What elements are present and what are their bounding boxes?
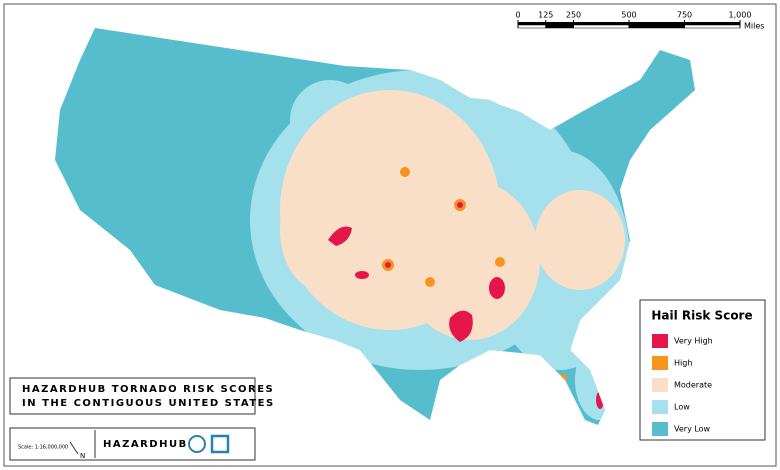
legend-label: Low bbox=[674, 403, 690, 412]
legend-label: Moderate bbox=[674, 381, 712, 390]
title-box bbox=[9, 377, 256, 415]
legend: Very High High Moderate Low Very Low bbox=[652, 334, 713, 436]
moderate-area bbox=[280, 90, 625, 340]
scale-label: 750 bbox=[677, 11, 692, 20]
scale-segment bbox=[628, 24, 685, 29]
scale-segment bbox=[684, 22, 740, 25]
scale-bar: 0 125 250 500 750 1,000 Miles bbox=[515, 11, 764, 31]
legend-swatch bbox=[652, 356, 668, 370]
legend-swatch bbox=[652, 422, 668, 436]
scale-label: 1,000 bbox=[729, 11, 752, 20]
scale-unit: Miles bbox=[744, 22, 764, 31]
scale-segment bbox=[573, 24, 630, 29]
scale-segment bbox=[684, 24, 741, 29]
legend-label: Very Low bbox=[674, 425, 711, 434]
legend-label: Very High bbox=[674, 337, 713, 346]
scale-segment bbox=[573, 22, 629, 25]
scale-label: 125 bbox=[538, 11, 553, 20]
brand-icon bbox=[188, 435, 206, 453]
scale-label: 250 bbox=[566, 11, 581, 20]
brand-logo bbox=[210, 434, 230, 454]
scale-segment bbox=[517, 24, 546, 29]
legend-label: High bbox=[674, 359, 692, 368]
legend-swatch bbox=[652, 378, 668, 392]
title-line: IN THE CONTIGUOUS UNITED STATES bbox=[22, 398, 275, 409]
very-high-area bbox=[328, 202, 604, 409]
scale-segment bbox=[629, 22, 685, 25]
scale-segment bbox=[545, 24, 574, 29]
legend-swatch bbox=[652, 400, 668, 414]
legend-title: Hail Risk Score bbox=[651, 309, 752, 323]
scale-text: Scale: 1:16,000,000 bbox=[18, 445, 68, 451]
title-line: HAZARDHUB TORNADO RISK SCORES bbox=[22, 384, 274, 395]
north-arrow bbox=[69, 441, 79, 455]
scale-segment bbox=[545, 22, 574, 25]
legend-swatch bbox=[652, 334, 668, 348]
footer-box bbox=[9, 427, 256, 461]
brand: HAZARDHUB bbox=[103, 439, 188, 450]
scale-segment bbox=[518, 22, 546, 25]
scale-label: 0 bbox=[515, 11, 520, 20]
north-label: N bbox=[80, 452, 85, 460]
scale-label: 500 bbox=[621, 11, 636, 20]
